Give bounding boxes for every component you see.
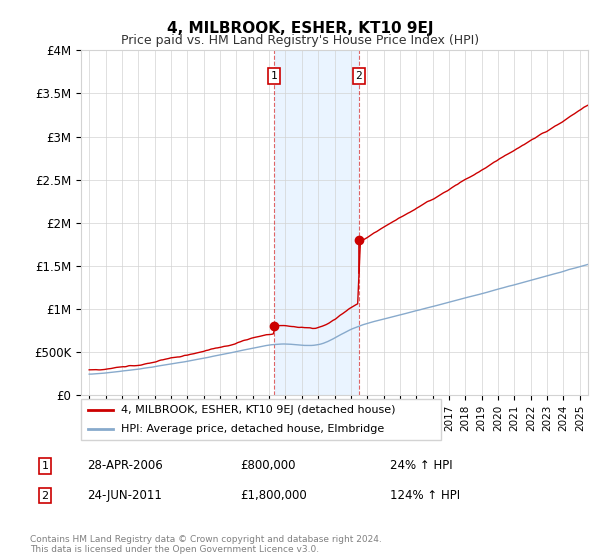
Text: 2: 2 [355, 71, 362, 81]
Text: HPI: Average price, detached house, Elmbridge: HPI: Average price, detached house, Elmb… [121, 424, 384, 433]
Text: 4, MILBROOK, ESHER, KT10 9EJ: 4, MILBROOK, ESHER, KT10 9EJ [167, 21, 433, 36]
Text: 124% ↑ HPI: 124% ↑ HPI [390, 489, 460, 502]
Text: 1: 1 [271, 71, 278, 81]
Text: £1,800,000: £1,800,000 [240, 489, 307, 502]
Text: Price paid vs. HM Land Registry's House Price Index (HPI): Price paid vs. HM Land Registry's House … [121, 34, 479, 46]
Text: 28-APR-2006: 28-APR-2006 [87, 459, 163, 473]
Text: £800,000: £800,000 [240, 459, 296, 473]
Text: Contains HM Land Registry data © Crown copyright and database right 2024.
This d: Contains HM Land Registry data © Crown c… [30, 535, 382, 554]
Text: 1: 1 [41, 461, 49, 471]
Text: 2: 2 [41, 491, 49, 501]
FancyBboxPatch shape [81, 399, 441, 440]
Text: 4, MILBROOK, ESHER, KT10 9EJ (detached house): 4, MILBROOK, ESHER, KT10 9EJ (detached h… [121, 405, 395, 415]
Text: 24% ↑ HPI: 24% ↑ HPI [390, 459, 452, 473]
Text: 24-JUN-2011: 24-JUN-2011 [87, 489, 162, 502]
